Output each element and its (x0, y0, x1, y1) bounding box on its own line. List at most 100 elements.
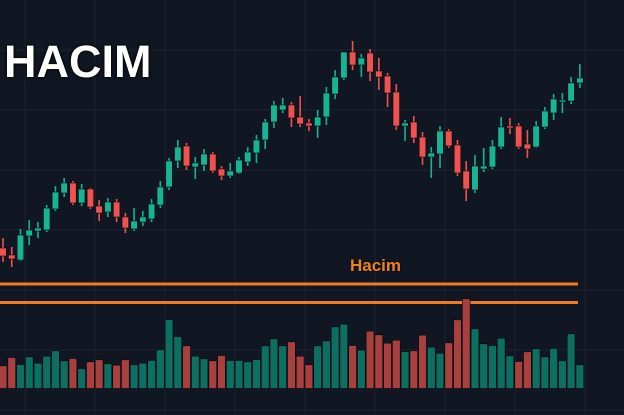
candle-up (497, 117, 505, 149)
candle-down (217, 166, 226, 180)
candle-up (78, 184, 86, 206)
candle-body (261, 121, 269, 141)
candle-body (78, 188, 86, 204)
candle-body (550, 98, 558, 114)
candle-down (410, 116, 418, 143)
candle-body (279, 104, 287, 111)
candle-body (156, 186, 164, 206)
candle-up (226, 163, 234, 178)
candle-body (410, 121, 418, 139)
volume-bar-up (156, 349, 165, 389)
candle-body (375, 70, 383, 78)
volume-bar-up (339, 323, 349, 389)
volume-bar-up (103, 363, 113, 389)
volume-bar-up (505, 355, 515, 389)
volume-bar-down (304, 364, 314, 389)
candle-down (0, 238, 7, 262)
candle-up (541, 107, 549, 129)
volume-bar-up (16, 364, 25, 389)
volume-bar-down (94, 359, 104, 389)
chart-title: HACIM (4, 36, 152, 87)
candle-down (453, 140, 462, 176)
candle-up (532, 121, 540, 148)
candle-body (445, 130, 453, 147)
candle-up (279, 98, 287, 113)
candle-up (436, 126, 444, 168)
candle-body (471, 165, 479, 191)
volume-bar-up (470, 328, 480, 389)
volume-bar-up (234, 360, 244, 389)
volume-bar-up (427, 346, 436, 389)
volume-bar-up (575, 364, 585, 389)
candle-body (532, 125, 540, 148)
volume-bar-up (278, 345, 287, 389)
candle-body (121, 216, 129, 229)
candle-body (515, 125, 523, 148)
candle-body (488, 145, 497, 168)
volume-bar-down (182, 345, 191, 389)
volume-bar-down (0, 365, 8, 389)
candle-body (182, 145, 191, 167)
candle-up (191, 157, 199, 179)
volume-bar-down (7, 357, 16, 389)
volume-bar-up (138, 362, 148, 389)
candle-up (25, 220, 33, 245)
candle-body (252, 139, 261, 154)
candle-down (392, 84, 400, 130)
candle-down (515, 123, 523, 149)
volume-label: Hacim (350, 256, 402, 275)
volume-reference-lines (0, 282, 578, 304)
volume-bar-up (330, 326, 340, 389)
volume-bar-down (514, 361, 523, 389)
candle-body (191, 162, 199, 168)
candle-body (506, 125, 514, 129)
candle-down (445, 129, 453, 148)
candle-up (174, 140, 182, 168)
candle-down (287, 102, 296, 127)
volume-bar-down (287, 341, 296, 389)
candle-up (340, 51, 348, 80)
candle-up (576, 64, 584, 88)
volume-bar-up (357, 349, 366, 389)
candle-down (418, 132, 427, 165)
candle-up (200, 149, 208, 171)
candle-body (244, 151, 252, 163)
volume-bar-up (77, 368, 86, 389)
candle-up (357, 54, 365, 77)
candle-down (8, 247, 16, 267)
volume-bar-down (374, 334, 384, 389)
volume-bar-down (523, 351, 532, 389)
candle-up (43, 205, 51, 232)
candle-up (427, 147, 435, 178)
candle-up (488, 140, 497, 169)
candle-up (147, 199, 156, 222)
candle-body (95, 205, 103, 214)
candle-body (34, 227, 42, 232)
candle-up (314, 110, 322, 138)
volume-bar-up (51, 350, 60, 389)
candle-body (357, 57, 365, 66)
volume-bar-up (488, 345, 497, 389)
volume-bar-down (453, 319, 462, 389)
candle-down (462, 161, 470, 201)
volume-bar-up (147, 360, 156, 389)
volume-bar-up (435, 352, 445, 389)
candle-body (104, 201, 112, 213)
candle-body (60, 182, 68, 194)
candle-body (576, 77, 584, 84)
candle-body (296, 116, 304, 125)
candle-down (95, 200, 103, 221)
volume-bar-up (400, 351, 410, 389)
candle-up (156, 181, 164, 208)
candle-body (497, 126, 505, 148)
volume-bar-up (313, 345, 322, 389)
candle-body (174, 146, 182, 162)
volume-bar-up (566, 333, 576, 389)
candle-up (104, 198, 112, 217)
candle-body (226, 170, 234, 177)
candle-body (25, 229, 33, 237)
candle-up (244, 147, 252, 166)
candle-up (331, 70, 339, 99)
